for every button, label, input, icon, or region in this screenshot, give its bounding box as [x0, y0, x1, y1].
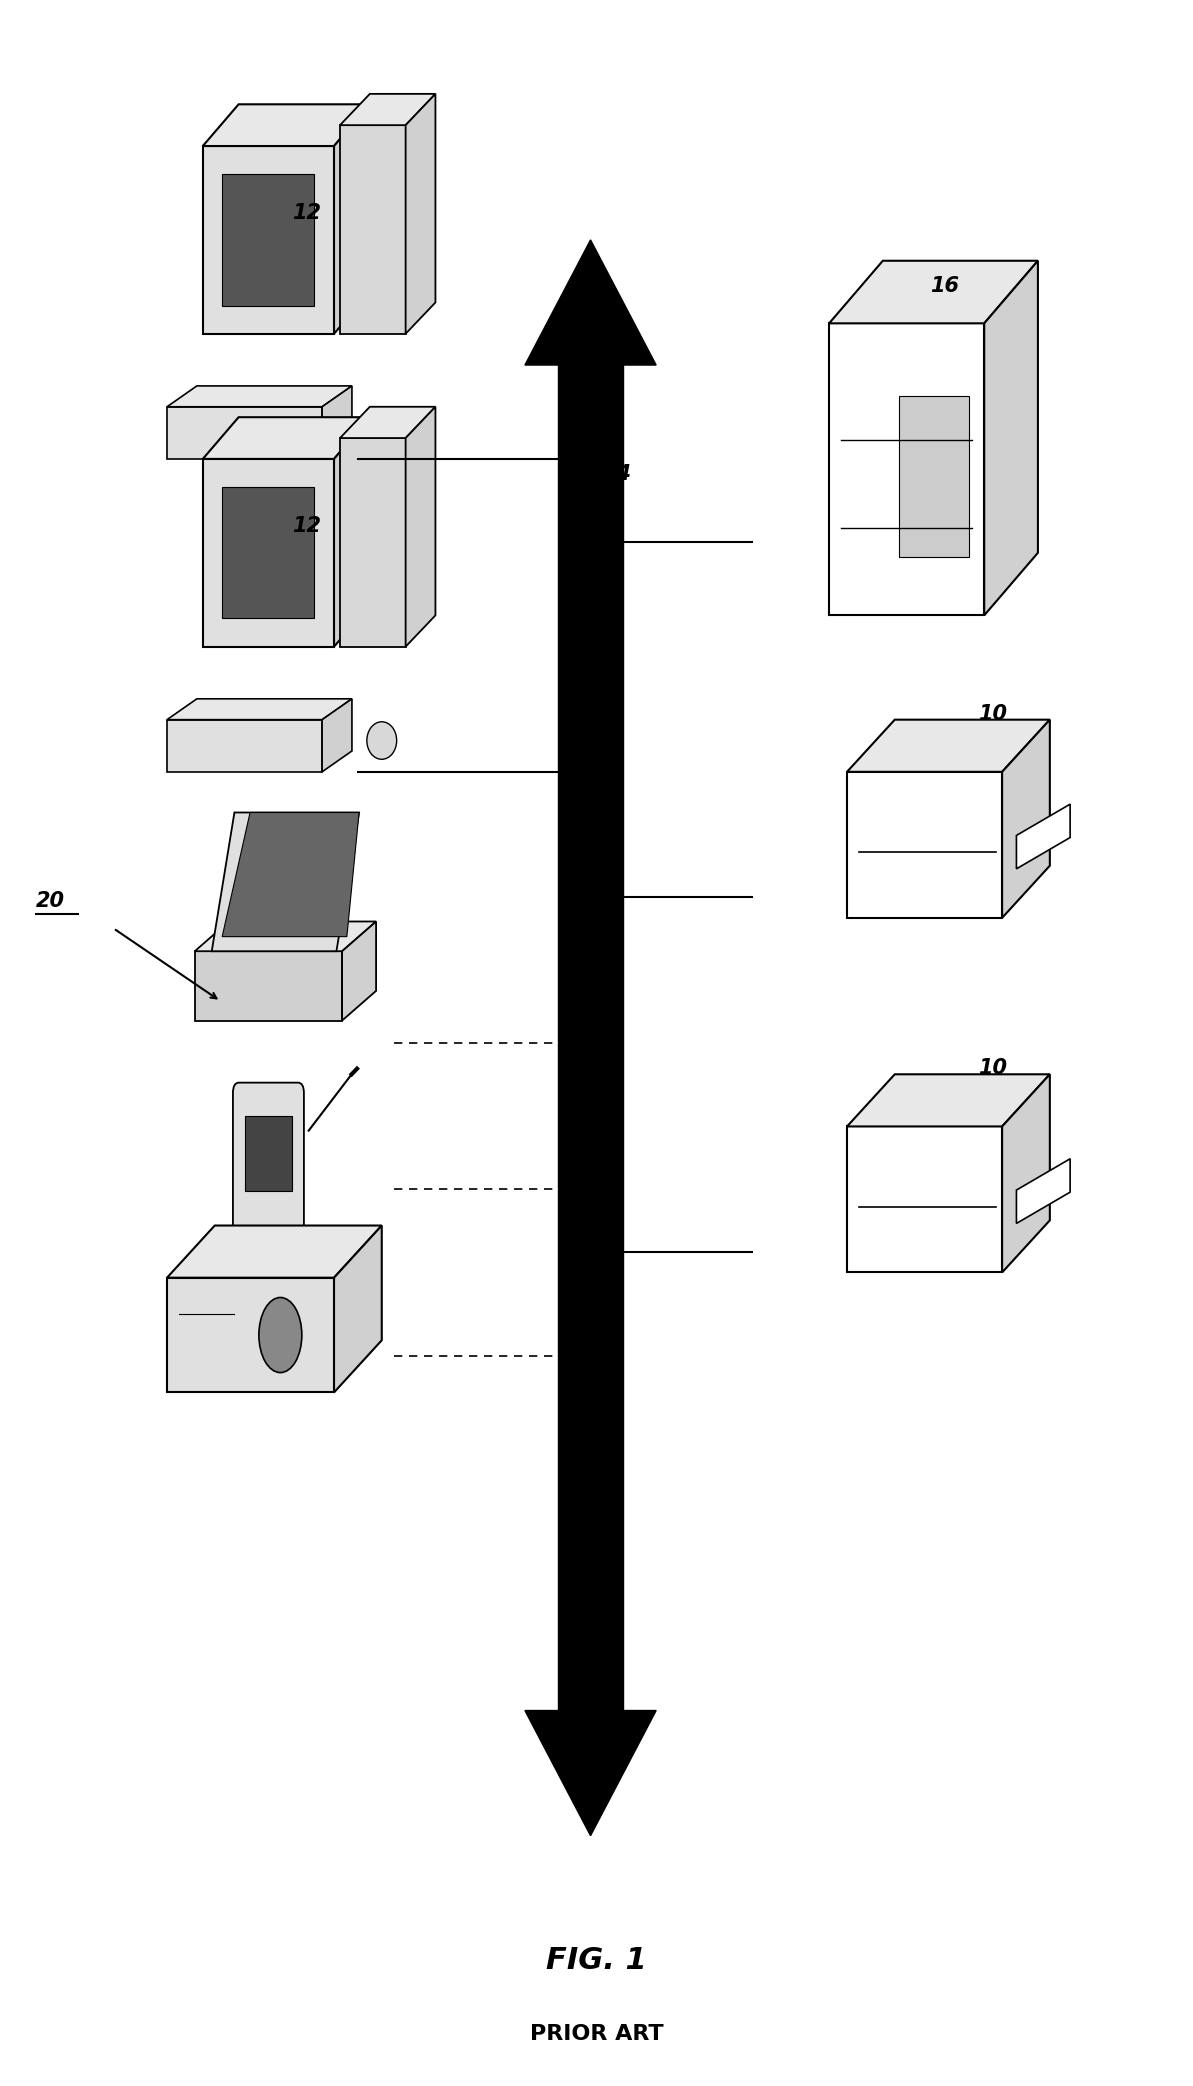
Text: 10: 10 — [978, 1058, 1007, 1078]
Polygon shape — [340, 125, 406, 334]
Polygon shape — [984, 261, 1038, 615]
Polygon shape — [203, 146, 334, 334]
Polygon shape — [203, 459, 334, 647]
Polygon shape — [245, 1116, 292, 1191]
Polygon shape — [340, 438, 406, 647]
Polygon shape — [900, 396, 969, 557]
Text: 10: 10 — [978, 703, 1007, 724]
FancyBboxPatch shape — [233, 1083, 304, 1254]
Text: 12: 12 — [292, 202, 321, 223]
Polygon shape — [212, 811, 359, 951]
Polygon shape — [829, 261, 1038, 323]
Polygon shape — [194, 922, 376, 951]
Polygon shape — [194, 951, 342, 1020]
Polygon shape — [322, 699, 352, 772]
Polygon shape — [334, 1227, 382, 1393]
Polygon shape — [847, 772, 1002, 918]
Polygon shape — [334, 104, 370, 334]
Polygon shape — [334, 417, 370, 647]
Polygon shape — [1016, 805, 1070, 870]
Text: 16: 16 — [931, 275, 959, 296]
Text: 12: 12 — [292, 515, 321, 536]
Polygon shape — [406, 94, 435, 334]
Polygon shape — [340, 407, 435, 438]
Polygon shape — [342, 922, 376, 1020]
Polygon shape — [203, 104, 370, 146]
Polygon shape — [167, 1277, 334, 1393]
Polygon shape — [1016, 1160, 1070, 1222]
Polygon shape — [322, 386, 352, 459]
Ellipse shape — [367, 722, 397, 759]
Polygon shape — [525, 1711, 656, 1836]
Polygon shape — [203, 417, 370, 459]
Polygon shape — [222, 173, 315, 305]
Polygon shape — [557, 365, 623, 1711]
Polygon shape — [406, 407, 435, 647]
Polygon shape — [829, 323, 984, 615]
Polygon shape — [167, 386, 352, 407]
Polygon shape — [167, 699, 352, 720]
Text: FIG. 1: FIG. 1 — [546, 1946, 647, 1975]
Ellipse shape — [367, 409, 397, 446]
Polygon shape — [222, 811, 359, 937]
Circle shape — [259, 1297, 302, 1373]
Polygon shape — [167, 407, 322, 459]
Polygon shape — [222, 488, 315, 620]
Polygon shape — [847, 1126, 1002, 1272]
Text: 14: 14 — [602, 463, 631, 484]
Polygon shape — [1002, 720, 1050, 918]
Polygon shape — [167, 1227, 382, 1277]
Polygon shape — [847, 1074, 1050, 1126]
Polygon shape — [340, 94, 435, 125]
Text: PRIOR ART: PRIOR ART — [530, 2023, 663, 2044]
Polygon shape — [167, 720, 322, 772]
Polygon shape — [1002, 1074, 1050, 1272]
Text: 20: 20 — [36, 891, 64, 912]
Polygon shape — [525, 240, 656, 365]
Polygon shape — [847, 720, 1050, 772]
